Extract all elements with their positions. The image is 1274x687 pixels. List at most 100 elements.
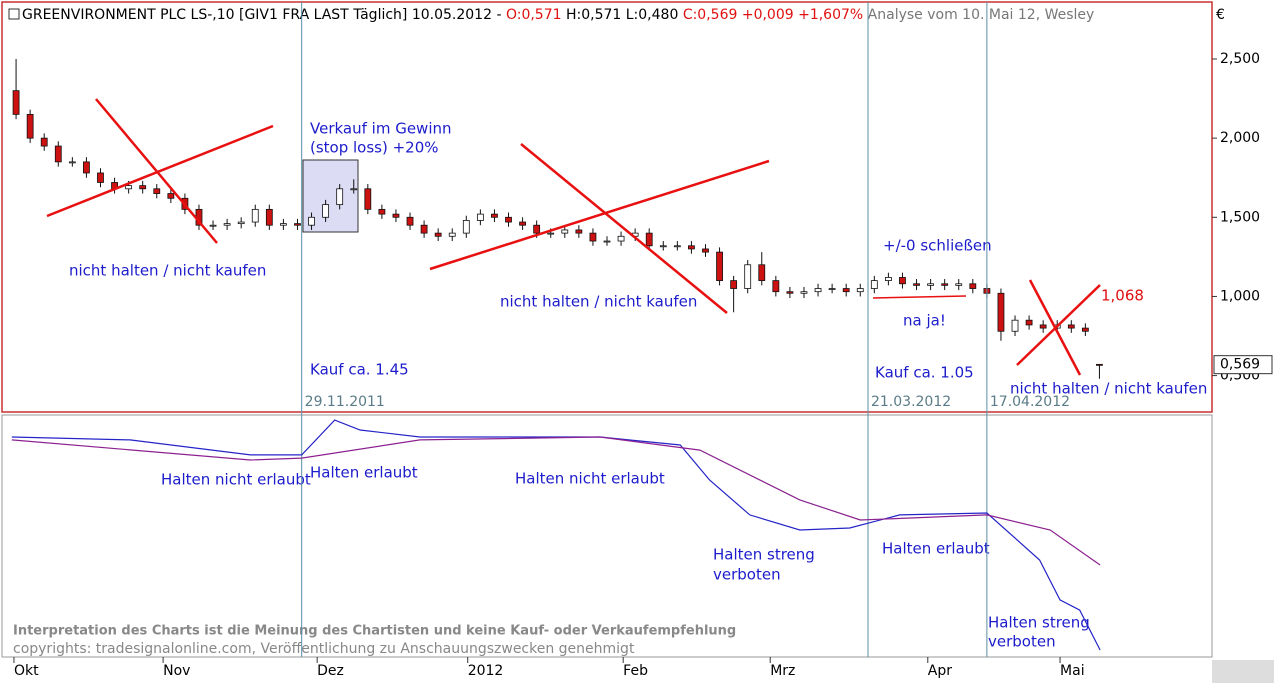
candle-body: [1081, 327, 1089, 332]
hl-text: H:0,571 L:0,480: [566, 7, 678, 23]
candle-body: [603, 240, 611, 243]
x-tick-label: Okt: [14, 663, 39, 679]
indicator-line: [11, 419, 1101, 651]
candle-body: [1025, 319, 1033, 326]
y-tick-label: 1,500: [1220, 209, 1260, 225]
trend-line: [520, 143, 728, 314]
last-price-box: [1213, 355, 1273, 375]
annotation: verboten: [713, 566, 781, 584]
annotation: Halten nicht erlaubt: [515, 470, 665, 488]
candle-body: [139, 185, 147, 190]
candle-body: [223, 223, 231, 226]
candle-body: [673, 245, 681, 248]
candle-body: [237, 221, 245, 225]
annotation: Halten streng: [988, 614, 1090, 632]
candle-body: [772, 280, 780, 293]
candle-body: [730, 280, 738, 289]
open-text: O:0,571: [506, 7, 562, 23]
candle-body: [505, 216, 512, 223]
candle-body: [969, 283, 977, 289]
candle-body: [406, 216, 414, 226]
candle-body: [54, 145, 62, 163]
footer: copyrights: tradesignalonline.com, Veröf…: [13, 641, 635, 657]
candle-body: [547, 232, 555, 235]
candle-body: [828, 288, 836, 290]
annotation: nicht halten / nicht kaufen: [500, 293, 697, 311]
x-tick-label: Mrz: [770, 663, 795, 679]
candle-body: [476, 213, 484, 221]
annotation: (stop loss) +20%: [310, 139, 439, 157]
candle-body: [209, 224, 217, 227]
candle-body: [702, 248, 709, 253]
candle-body: [744, 264, 752, 289]
trend-lines: [46, 98, 1101, 376]
candle-body: [322, 204, 330, 218]
chart-title: GREENVIRONMENT PLC LS-,10 [GIV1 FRA LAST…: [22, 7, 1094, 23]
candle-body: [308, 216, 315, 226]
icon: [8, 8, 20, 20]
candle-body: [462, 220, 470, 234]
candle-body: [645, 232, 653, 247]
y-tick-label: 2,500: [1220, 51, 1260, 67]
candle-body: [12, 90, 20, 115]
x-tick-label: Mai: [1060, 663, 1085, 679]
annotation: Halten nicht erlaubt: [161, 471, 311, 489]
candle-body: [955, 283, 963, 286]
candle-body: [364, 188, 372, 210]
candle-body: [125, 185, 133, 190]
candle-body: [1011, 319, 1019, 332]
candle-body: [434, 232, 442, 237]
annotation: verboten: [988, 633, 1056, 651]
currency: €: [1216, 7, 1225, 23]
lower-panel: [1, 414, 1213, 658]
candle-body: [659, 245, 667, 248]
x-tick-label: Feb: [623, 663, 648, 679]
candle-body: [448, 232, 456, 237]
candle-body: [68, 161, 76, 164]
candle-body: [575, 229, 583, 234]
candle-body: [392, 213, 400, 218]
candle-body: [800, 291, 808, 294]
x-tick-label: Dez: [317, 663, 344, 679]
candle-body: [899, 277, 906, 285]
candle-body: [336, 188, 344, 206]
candle-body: [519, 221, 526, 226]
annotation: 1,068: [1101, 287, 1144, 305]
candle-body: [716, 251, 723, 282]
candle-body: [786, 291, 794, 294]
trend-line: [95, 98, 218, 244]
trend-line: [46, 124, 274, 218]
candle-body: [153, 188, 161, 194]
x-tick-label: Nov: [163, 663, 190, 679]
footer: Interpretation des Charts ist die Meinun…: [13, 624, 736, 639]
trend-line: [1016, 284, 1101, 366]
last-price-label: 0,569: [1220, 357, 1260, 373]
annotation: nicht halten / nicht kaufen: [1010, 380, 1207, 398]
marker-label: 17.04.2012: [990, 394, 1070, 410]
candle-body: [1067, 324, 1075, 329]
candle-body: [294, 223, 301, 226]
x-tick-label: 2012: [468, 663, 504, 679]
candle-body: [842, 288, 850, 293]
marker-label: 21.03.2012: [871, 394, 951, 410]
candle-body: [378, 208, 386, 215]
upper-panel: [1, 1, 1213, 413]
candle-body: [688, 245, 695, 250]
candle-body: [251, 208, 259, 223]
candle-body: [856, 288, 864, 293]
annotation: Kauf ca. 1.45: [310, 361, 409, 379]
candle-body: [617, 235, 625, 242]
annotation: Halten erlaubt: [310, 464, 418, 482]
trend-line: [872, 295, 967, 299]
indicator-line: [11, 436, 1101, 566]
candle-body: [561, 229, 569, 234]
candle-body: [350, 188, 358, 191]
candle-body: [913, 283, 920, 286]
axis-area: [1212, 0, 1274, 683]
annotation: nicht halten / nicht kaufen: [69, 262, 266, 280]
marker-label: 29.11.2011: [305, 394, 385, 410]
y-tick-label: 1,000: [1220, 288, 1260, 304]
candle-body: [491, 213, 498, 218]
